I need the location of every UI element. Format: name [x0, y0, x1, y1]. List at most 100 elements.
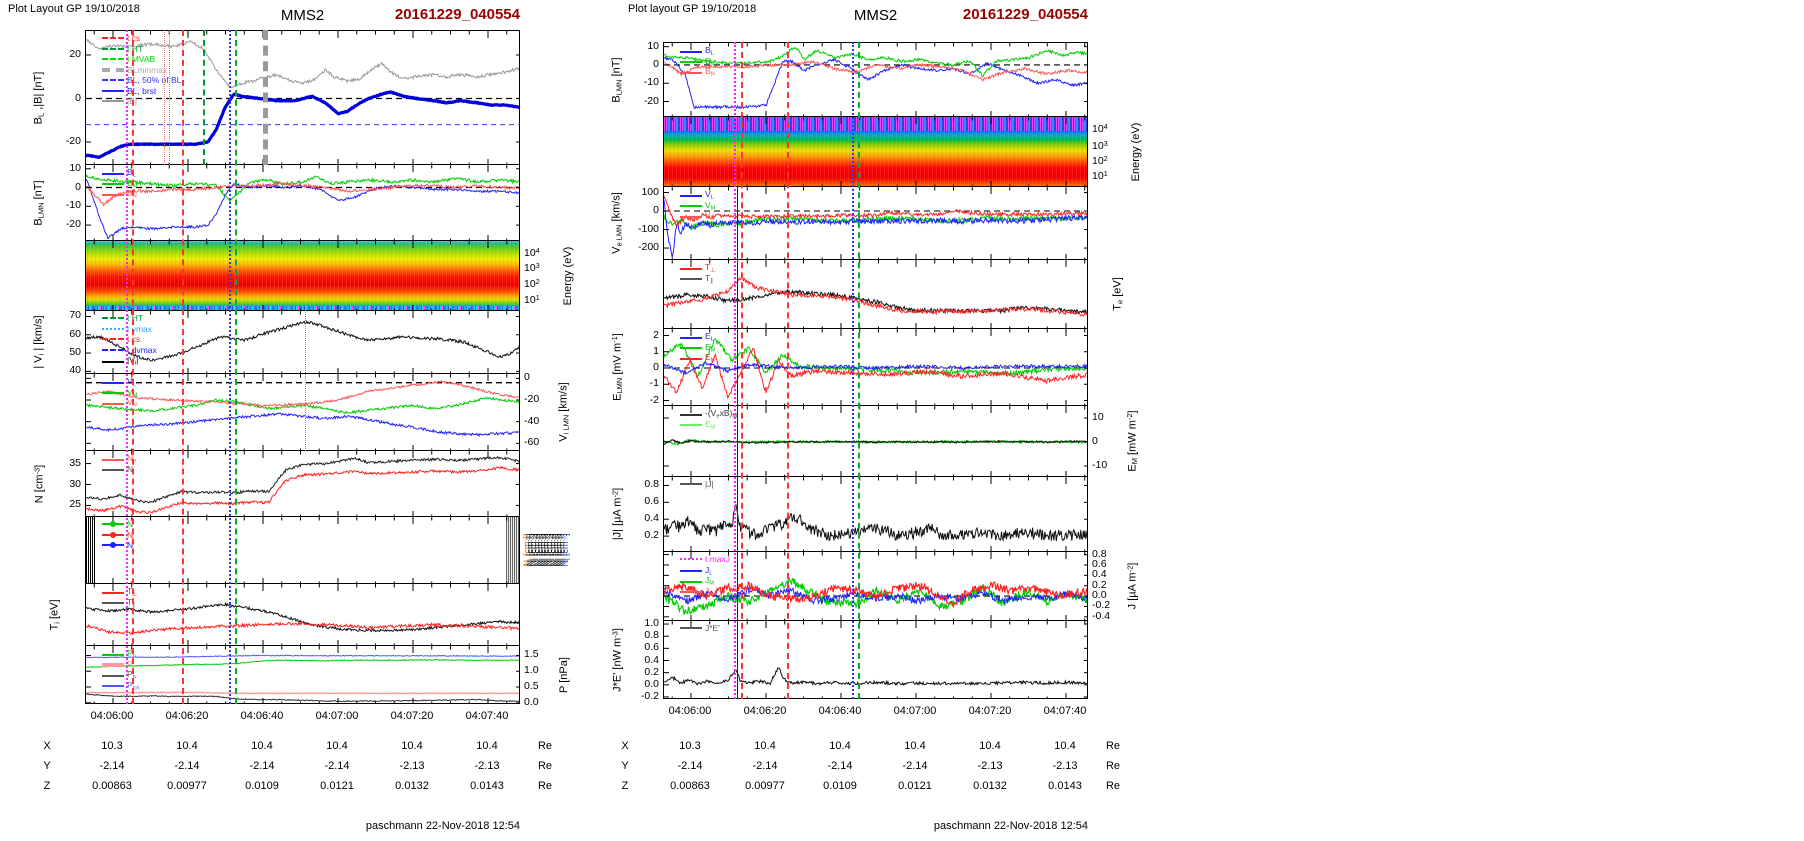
y-axis-label-je: J*E' [nW m-3] [610, 627, 624, 692]
legend-line-sample [680, 267, 702, 270]
legend-line-sample [680, 424, 702, 427]
legend-label: Ne [127, 453, 137, 465]
ephemeris-row-label: Z [621, 780, 629, 792]
y-tick-label: -60 [524, 436, 540, 449]
series-BL [86, 90, 519, 159]
guide-line [734, 42, 736, 699]
ephemeris-value: -2.14 [752, 760, 778, 772]
time-tick-label: 04:07:20 [968, 705, 1012, 717]
legend-label: -(VexB)M [705, 408, 738, 420]
panel-vi-lmn: VL VM VN [85, 373, 520, 451]
panel-plot-area-te [664, 260, 1087, 328]
y-tick-label: 1 [653, 344, 659, 357]
series-Pp [86, 658, 519, 668]
energy-tick-label: 102 [524, 278, 540, 291]
panel-clip-b-lmn [86, 165, 519, 240]
legend-line-sample [680, 347, 702, 350]
legend-item: N [102, 530, 133, 541]
legend-label: Pe [127, 658, 136, 670]
panel-plot-area-vi-mag [86, 311, 519, 373]
guide-line [858, 42, 860, 699]
legend-line-sample [102, 602, 124, 605]
y-tick-label: 0.6 [1092, 557, 1107, 570]
glitch-hatch-left [86, 517, 95, 583]
ephemeris-value: 10.4 [251, 740, 273, 752]
plot-id: 20161229_040554 [394, 6, 520, 23]
legend-line-sample [102, 392, 124, 395]
panel-clip-electron-spectrogram [664, 117, 1087, 186]
legend-line-sample [680, 591, 702, 594]
y-axis-label-j-lmn: J [µA m-2] [1125, 562, 1139, 610]
legend-label: BL [127, 167, 136, 179]
guide-line [169, 30, 170, 165]
panel-electron-spectrogram [663, 116, 1088, 187]
legend-line-sample [102, 47, 124, 50]
plot-layout-label: Plot Layout GP 19/10/2018 [8, 3, 140, 15]
panel-clip-density [86, 451, 519, 516]
page-title: MMS2 [853, 7, 898, 24]
energy-tick-label: 103 [524, 262, 540, 275]
time-tick-label: 04:07:40 [1043, 705, 1087, 717]
panel-clip-vi-mag [86, 311, 519, 373]
legend-line-sample [680, 278, 702, 281]
b-lmn-legend: BL BM BN [102, 167, 137, 199]
te-legend: T⊥ T∥ [680, 262, 715, 284]
panel-plot-area-e-lmn [664, 329, 1087, 405]
y-tick-label: 0 [653, 204, 659, 217]
y-tick-label: 0.8 [1092, 547, 1107, 560]
series-Ptot [86, 654, 519, 659]
y-tick-label: -40 [524, 414, 540, 427]
legend-line-sample [680, 357, 702, 360]
legend-item: J*E' [680, 623, 720, 634]
series-VL [664, 200, 1087, 258]
legend-line-sample [102, 591, 124, 594]
series-BN [86, 181, 519, 207]
ephemeris-row-label: Z [43, 780, 51, 792]
legend-item: BM [102, 178, 137, 189]
panel-te: T⊥ T∥ [663, 259, 1088, 329]
y-tick-label: 1.0 [524, 664, 539, 677]
legend-label: VM [705, 199, 716, 211]
legend-line-sample [680, 194, 702, 197]
legend-label: BL, 50% of BL [127, 75, 182, 85]
series-Tperp [664, 275, 1087, 317]
legend-label: t MVAB [127, 54, 156, 64]
guide-line [852, 42, 854, 699]
ephemeris-value: -2.14 [324, 760, 350, 772]
panel-b-lmn: BL BM BN [663, 42, 1088, 117]
y-tick-label: -20 [65, 218, 81, 231]
legend-line-sample [102, 653, 124, 656]
series-VN [86, 379, 519, 407]
ephemeris-unit: Re [1105, 780, 1121, 792]
legend-line-sample [680, 50, 702, 53]
y-tick-label: 0.2 [644, 529, 659, 542]
legend-line-sample [102, 348, 124, 351]
series-VM [86, 396, 519, 415]
ephemeris-value: 0.0132 [973, 780, 1007, 792]
legend-item: BM [680, 56, 715, 67]
guide-line [235, 30, 237, 704]
legend-item: BLminmax [102, 65, 181, 76]
legend-label: JN [705, 585, 714, 597]
ephemeris-value: -2.14 [827, 760, 853, 772]
y-tick-label: 60 [69, 327, 81, 340]
spectro-ticks [671, 117, 1086, 186]
time-tick-label: 04:06:40 [818, 705, 862, 717]
guide-line [126, 30, 128, 704]
y-tick-label: 40 [69, 364, 81, 377]
legend-item: N [102, 519, 133, 530]
panel-clip-te [664, 260, 1087, 328]
legend-label: t dvmax [127, 344, 157, 355]
panel-plot-area-pressure [86, 646, 519, 703]
ephemeris-value: 10.4 [326, 740, 348, 752]
ephemeris-value: 10.3 [101, 740, 123, 752]
legend-label: |J| [705, 479, 714, 489]
y-axis-label-ve-lmn: Ve LMN [km/s] [610, 192, 624, 254]
y-tick-label: 10 [69, 161, 81, 174]
panel-clip-j-mag [664, 477, 1087, 551]
legend-item: VM [102, 387, 137, 398]
legend-label: BL [705, 45, 714, 57]
ephemeris-value: 10.4 [754, 740, 776, 752]
legend-item: BN [102, 188, 137, 199]
